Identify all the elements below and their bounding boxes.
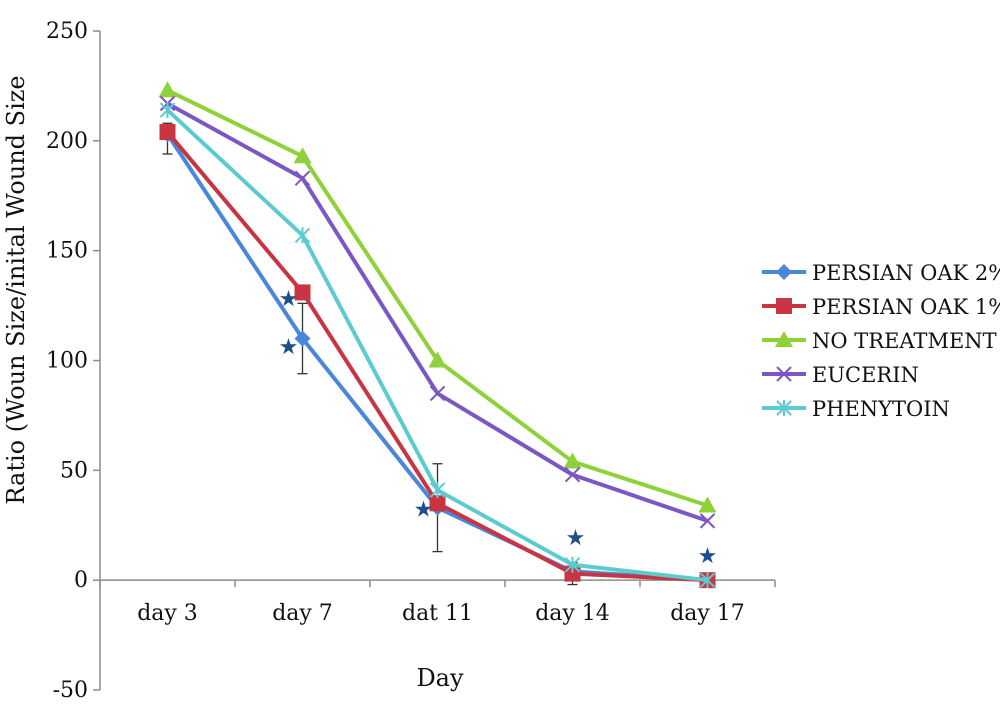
significance-star: ★: [414, 498, 434, 523]
data-point: [429, 482, 446, 499]
significance-star: ★: [566, 526, 586, 551]
legend: PERSIAN OAK 2% PERSIAN OAK 1% NO TREATMENT…: [762, 261, 1000, 421]
series-3: [158, 81, 717, 513]
legend-marker: [776, 264, 792, 280]
legend-marker: [775, 331, 793, 347]
data-point: [563, 452, 582, 469]
data-point: [159, 124, 176, 141]
x-tick-label: day 3: [137, 601, 198, 626]
legend-marker: [776, 298, 792, 314]
y-tick-label: 250: [46, 19, 88, 44]
series-line: [166, 101, 709, 523]
legend-item: EUCERIN: [762, 363, 919, 387]
data-point: [429, 495, 446, 512]
legend-label: NO TREATMENT: [812, 329, 997, 353]
x-tick-label: day 17: [670, 601, 745, 626]
error-bars: [162, 122, 578, 586]
x-tick-label: day 7: [272, 601, 333, 626]
data-point: [294, 170, 311, 186]
data-point: [429, 385, 446, 402]
significance-star: ★: [279, 335, 299, 360]
legend-label: EUCERIN: [812, 363, 919, 387]
data-point: [428, 351, 447, 368]
legend-item: PHENYTOIN: [762, 397, 950, 421]
legend-label: PERSIAN OAK 2%: [812, 261, 1000, 285]
data-point: [699, 513, 716, 529]
legend-item: PERSIAN OAK 1%: [762, 295, 1000, 319]
data-point: [294, 284, 311, 301]
series-4: [159, 95, 716, 529]
x-ticks: day 3 day 7 dat 11 day 14 day 17: [99, 580, 776, 626]
series-layer: [158, 81, 717, 589]
y-tick-label: 100: [46, 349, 88, 374]
x-axis-title: Day: [416, 664, 464, 692]
series-line: [166, 88, 709, 508]
significance-star: ★: [698, 544, 718, 569]
y-tick-label: -50: [53, 678, 88, 703]
data-point: [294, 330, 311, 347]
significance-markers: ★ ★ ★ ★ ★: [279, 287, 718, 569]
x-tick-label: dat 11: [402, 601, 473, 626]
legend-marker: [776, 366, 792, 382]
legend-marker: [776, 400, 792, 416]
y-ticks: 250 200 150 100 50 0 -50: [46, 19, 100, 703]
significance-star: ★: [279, 287, 299, 312]
data-point: [294, 227, 311, 244]
data-point: [564, 556, 581, 573]
data-point: [159, 102, 176, 119]
legend-label: PHENYTOIN: [812, 397, 950, 421]
legend-label: PERSIAN OAK 1%: [812, 295, 1000, 319]
y-tick-label: 200: [46, 129, 88, 154]
y-tick-label: 0: [74, 568, 88, 593]
data-point: [158, 81, 177, 98]
x-tick-label: day 14: [535, 601, 610, 626]
series-5: [159, 102, 716, 589]
y-tick-label: 50: [60, 458, 88, 483]
legend-item: NO TREATMENT: [762, 329, 997, 353]
data-point: [564, 467, 581, 483]
y-axis-title: Ratio (Woun Size/inital Wound Size: [2, 75, 30, 504]
data-point: [699, 572, 716, 589]
data-point: [293, 147, 312, 164]
y-tick-label: 150: [46, 239, 88, 264]
legend-item: PERSIAN OAK 2%: [762, 261, 1000, 285]
data-point: [698, 496, 717, 513]
